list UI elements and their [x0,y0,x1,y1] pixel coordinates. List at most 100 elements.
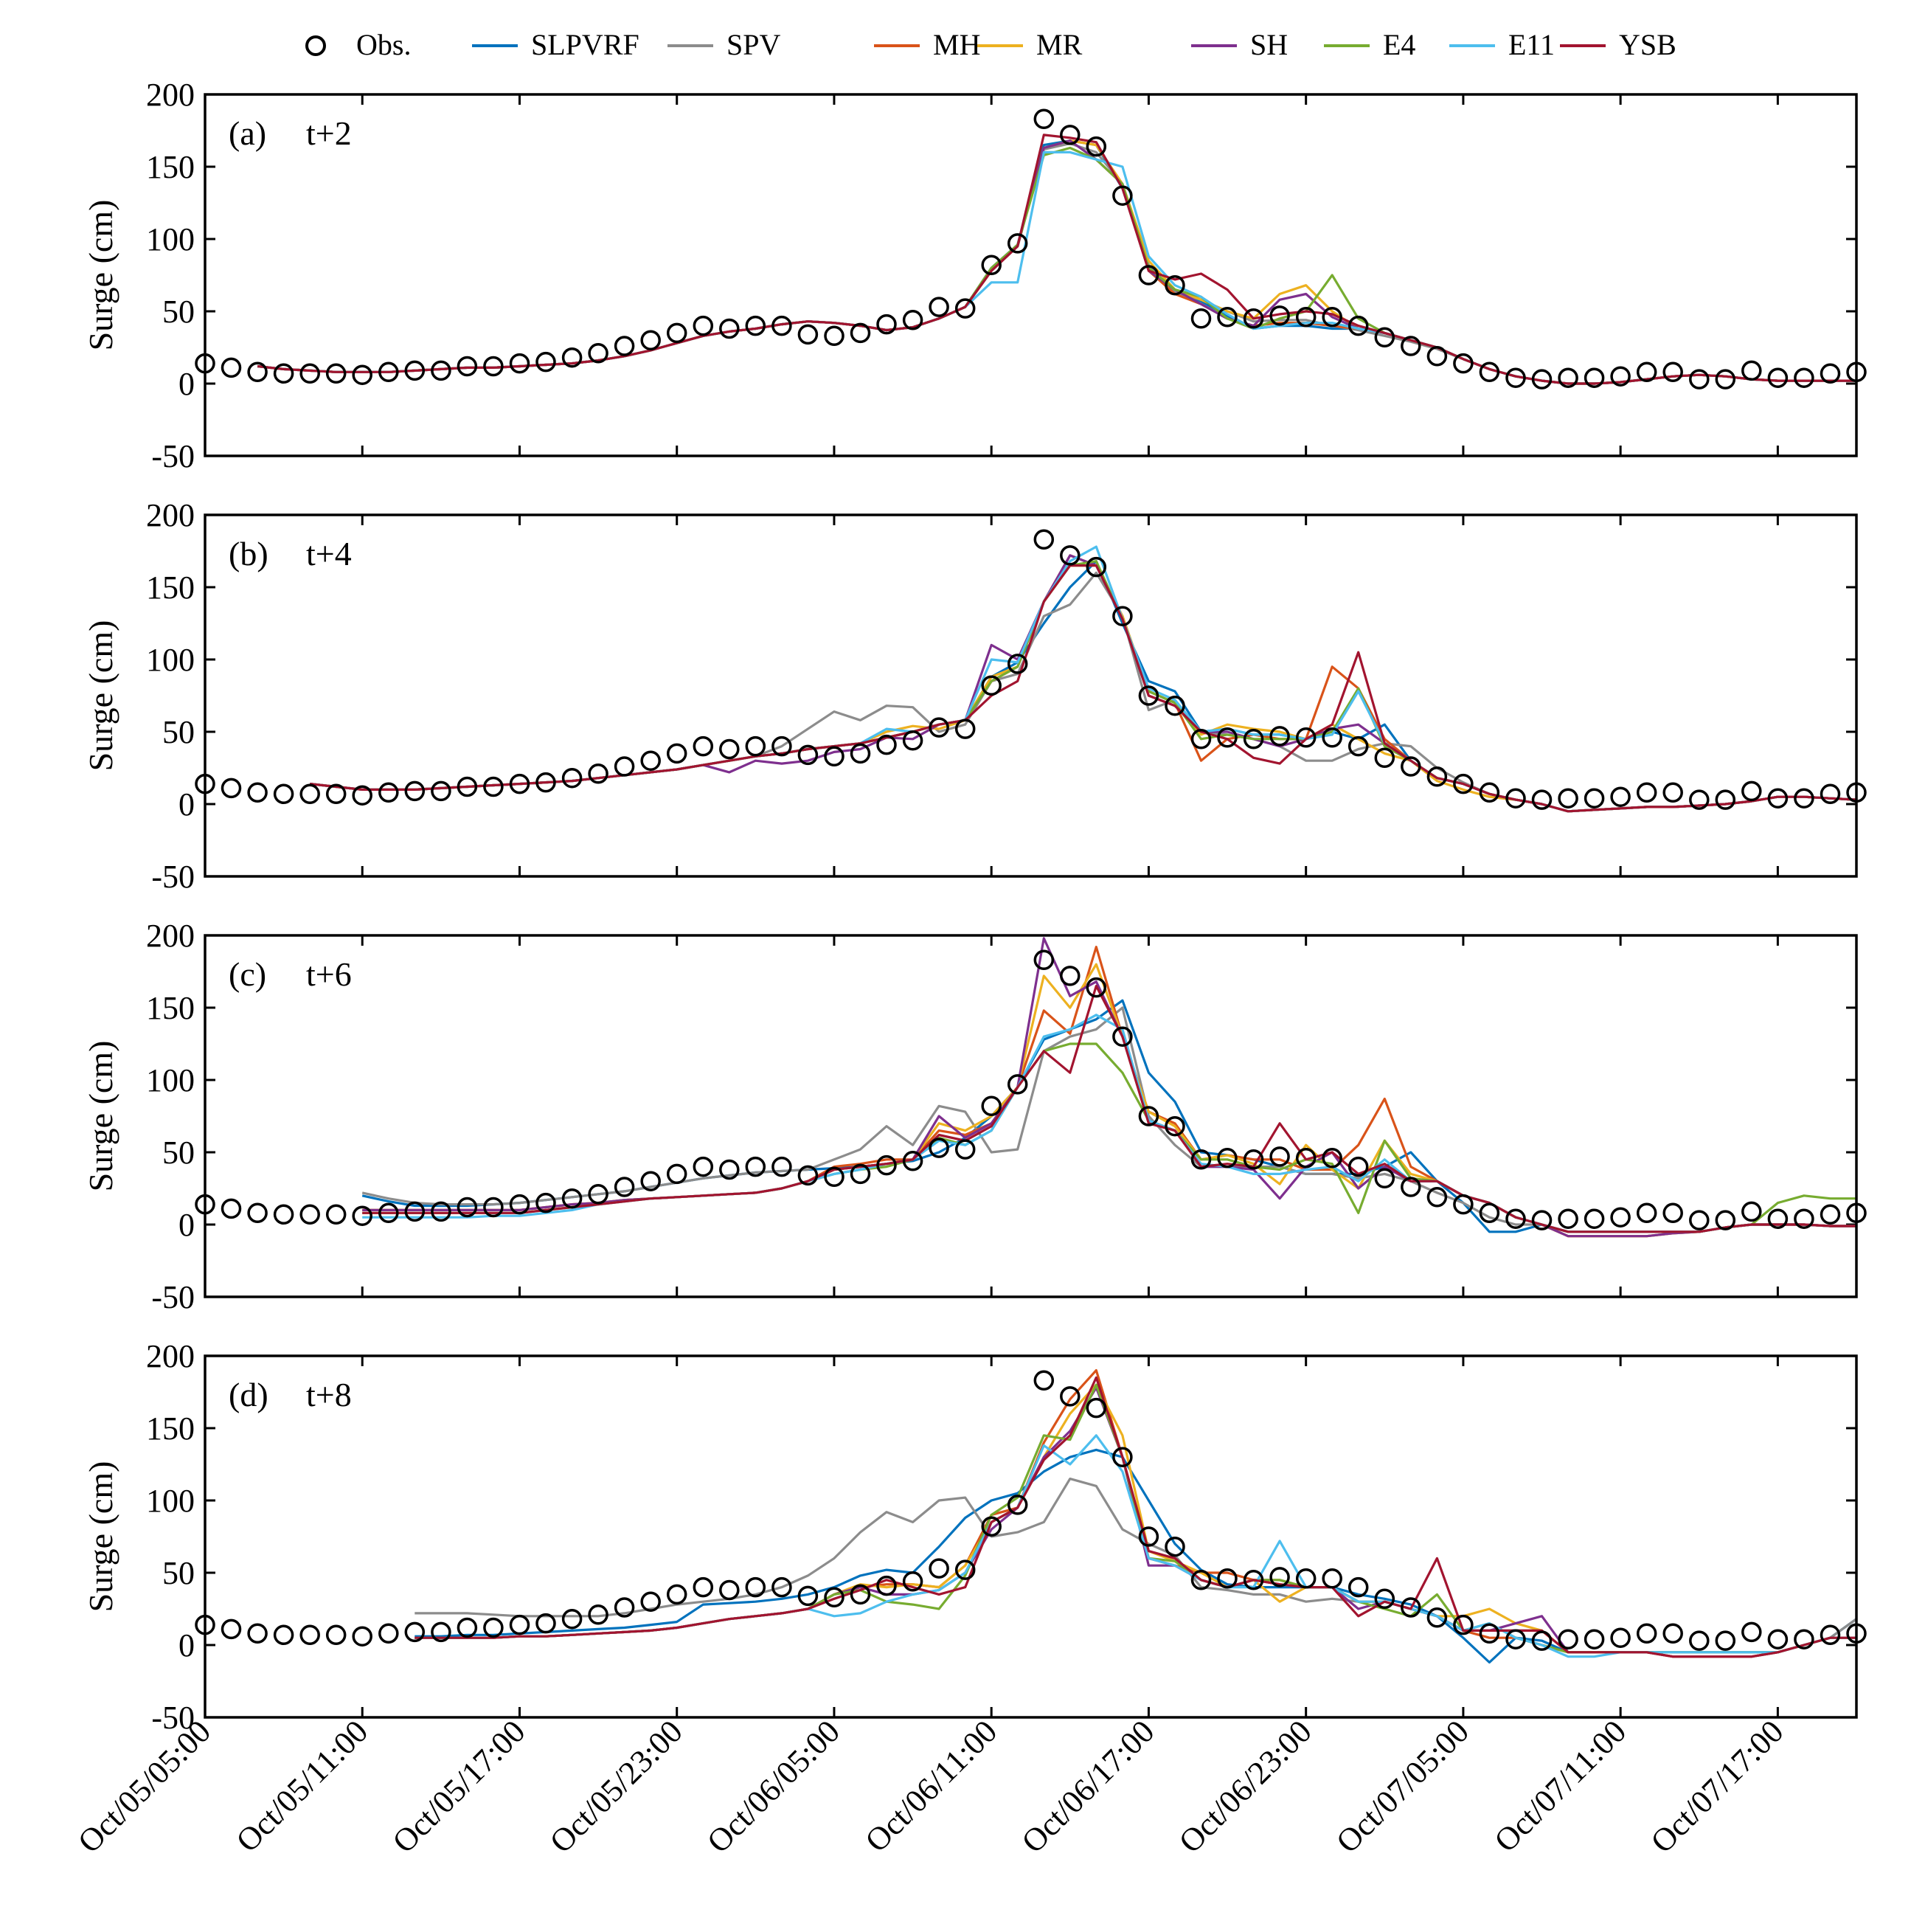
lead-time-label: t+2 [306,114,352,152]
observed-point [1348,735,1369,757]
observed-point [902,1151,923,1171]
observed-point [1453,1614,1474,1635]
observed-point [1165,1115,1185,1137]
legend-label: Obs. [356,28,411,61]
legend-item-ysb: YSB [1560,28,1676,61]
observed-point [352,364,372,385]
observed-point [902,310,923,330]
observed-point [1505,1629,1526,1649]
panel-frame [204,513,1858,878]
series-line-slpvrf [361,999,1856,1233]
observed-point [850,322,871,344]
observed-point [954,1559,976,1580]
observed-point [1558,788,1578,809]
y-tick-label: 0 [178,1627,195,1663]
observed-point [1531,369,1553,389]
y-tick-label: 50 [162,294,195,330]
observed-point [929,1558,949,1579]
y-tick-label: 150 [146,990,195,1026]
observed-point [1007,1495,1028,1515]
observed-point [1584,1629,1605,1649]
observed-point [273,783,294,805]
observed-point [981,255,1002,276]
observed-point [824,1587,844,1608]
observed-point [273,1204,294,1225]
series-line-sh [257,139,1856,385]
observed-point [561,767,583,789]
series-line-ysb [362,985,1856,1233]
observed-point [325,1204,347,1225]
observed-point [1138,1106,1159,1126]
observed-point [1086,136,1107,157]
observed-point [378,782,399,803]
x-tick-label: Oct/07/17:00 [1644,1713,1791,1860]
observed-point [1794,1208,1814,1229]
observed-point [352,1626,372,1647]
observed-point [666,322,687,344]
observed-point [1217,1148,1238,1168]
x-tick-label: Oct/05/17:00 [386,1713,533,1860]
observed-point [1558,1208,1578,1229]
observed-point [614,1177,635,1197]
observed-point [1033,108,1055,130]
y-tick-label: 200 [146,77,195,113]
observed-point [1636,1623,1657,1644]
observed-point [1269,1146,1290,1167]
observed-point [1662,1623,1683,1644]
observed-point [509,773,530,794]
observed-point [247,782,268,803]
observed-point [876,1154,897,1176]
observed-point [299,783,320,805]
observed-point [1636,1202,1657,1224]
observed-point [1401,336,1421,356]
observed-point [1295,1568,1317,1589]
observed-point [1190,308,1212,329]
series-lines [415,1369,1856,1664]
observed-point [457,776,478,797]
series-lines [361,937,1856,1238]
observed-point [693,735,714,757]
observed-point [221,1198,242,1219]
panel-d: -50 0 50 100 150 200 Surge (cm) (d) t+8 [82,1338,1867,1736]
observed-point [535,351,556,373]
panel-frame [204,93,1858,457]
series-lines [310,545,1856,813]
y-tick-label: 150 [146,569,195,606]
observed-point [1610,1627,1631,1648]
observed-point [457,1617,478,1638]
observed-point [1715,369,1736,389]
series-line-sh [310,554,1856,813]
y-tick-label: 100 [146,221,195,257]
observed-point [1610,366,1631,387]
legend-item-e4: E4 [1324,28,1415,61]
observed-point [1767,1629,1789,1649]
legend-item-e11: E11 [1449,28,1555,61]
observed-point [693,1156,714,1177]
y-tick-label: 0 [178,786,195,823]
x-tick-label: Oct/06/23:00 [1172,1713,1319,1860]
observed-point [1322,1148,1342,1168]
y-tick-label: 50 [162,714,195,750]
observed-point [561,347,583,368]
y-tick-label: 200 [146,1338,195,1374]
observed-point [719,318,740,339]
observed-point [1426,766,1448,787]
series-line-e4 [257,146,1856,385]
observed-point [1401,1597,1421,1618]
observed-point [1007,654,1028,674]
observed-point [1767,367,1789,388]
y-tick-label: 100 [146,1483,195,1519]
observed-point [509,1614,530,1635]
observed-point [483,776,504,797]
observed-point [588,1604,608,1625]
observed-point [404,1201,426,1222]
observed-points [195,1370,1867,1651]
observed-point [1269,305,1290,326]
observed-point [1060,545,1081,566]
observed-point [1243,1149,1264,1170]
observed-point [1479,1202,1500,1224]
observed-point [954,298,976,319]
observed-point [1453,1194,1474,1215]
series-line-ysb [257,134,1856,385]
